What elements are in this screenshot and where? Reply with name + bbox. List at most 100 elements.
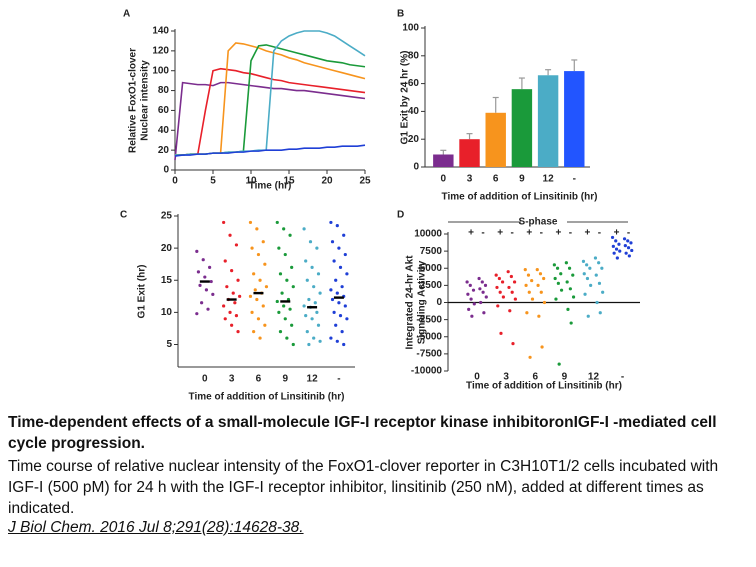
data-point xyxy=(231,291,235,295)
data-point xyxy=(542,276,546,281)
data-point xyxy=(337,246,341,250)
x-tick-label: 3 xyxy=(467,174,473,185)
data-point xyxy=(511,342,515,346)
y-tick-label: 120 xyxy=(152,45,169,56)
data-point xyxy=(552,263,556,267)
data-point xyxy=(569,321,573,325)
data-point xyxy=(222,304,226,308)
data-point xyxy=(524,283,528,287)
data-point xyxy=(196,270,201,274)
data-point xyxy=(312,285,316,289)
data-point xyxy=(195,249,199,253)
data-point xyxy=(501,295,505,299)
group-label: - xyxy=(540,228,543,239)
data-point xyxy=(230,323,234,327)
data-point xyxy=(248,294,253,298)
data-point xyxy=(256,252,261,257)
data-point xyxy=(277,246,281,250)
group-label: + xyxy=(497,228,503,239)
caption-citation[interactable]: J Biol Chem. 2016 Jul 8;291(28):14628-38… xyxy=(8,519,304,536)
data-point xyxy=(496,304,500,308)
data-point xyxy=(285,336,289,340)
data-point xyxy=(465,280,469,284)
y-axis-label: Signaling Activity xyxy=(417,260,428,344)
y-tick-label: 10 xyxy=(161,307,173,318)
data-point xyxy=(291,342,295,347)
y-tick-label: 10000 xyxy=(414,229,442,240)
data-point xyxy=(342,233,346,237)
data-point xyxy=(471,288,476,292)
bar xyxy=(459,139,480,167)
data-point xyxy=(469,297,473,301)
y-tick-label: 100 xyxy=(152,65,169,76)
data-point xyxy=(261,240,265,244)
y-tick-label: 0 xyxy=(163,165,169,176)
data-point xyxy=(261,304,265,308)
y-tick-label: 2500 xyxy=(420,280,443,291)
data-point xyxy=(204,288,209,292)
data-point xyxy=(470,314,474,318)
data-point xyxy=(308,240,313,244)
data-point xyxy=(343,304,347,308)
group-label: - xyxy=(627,228,630,239)
bar xyxy=(511,89,533,167)
group-label: - xyxy=(481,228,484,239)
group-label: + xyxy=(526,228,532,239)
data-point xyxy=(629,241,633,245)
y-tick-label: -7500 xyxy=(416,349,442,360)
data-point xyxy=(482,311,486,315)
data-point xyxy=(345,317,349,321)
line-series xyxy=(174,81,366,161)
data-point xyxy=(315,310,319,314)
data-point xyxy=(530,297,535,301)
data-point xyxy=(195,312,199,316)
data-point xyxy=(479,300,483,305)
data-point xyxy=(567,266,572,270)
data-point xyxy=(332,259,336,263)
data-point xyxy=(335,339,339,343)
group-label: - xyxy=(598,228,601,239)
data-point xyxy=(252,272,256,276)
data-point xyxy=(510,290,514,294)
bar xyxy=(537,75,559,167)
data-point xyxy=(304,259,308,263)
data-point xyxy=(342,342,346,347)
data-point xyxy=(278,330,283,334)
x-tick-label: 0 xyxy=(474,372,480,383)
data-point xyxy=(335,291,339,295)
data-point xyxy=(477,276,481,281)
data-point xyxy=(285,278,289,282)
data-point xyxy=(535,268,539,272)
panel-label: B xyxy=(397,9,404,20)
caption-title: Time-dependent effects of a small-molecu… xyxy=(8,414,717,452)
x-tick-label: 6 xyxy=(532,372,538,383)
data-point xyxy=(568,287,572,291)
data-point xyxy=(310,265,314,270)
data-point xyxy=(280,291,284,295)
y-tick-label: -2500 xyxy=(416,314,442,325)
data-point xyxy=(484,295,488,299)
group-label: + xyxy=(555,228,561,239)
data-point xyxy=(614,247,619,251)
data-point xyxy=(222,220,226,225)
group-label: + xyxy=(468,228,474,239)
data-point xyxy=(526,273,531,277)
x-tick-label: 15 xyxy=(283,176,295,187)
data-point xyxy=(597,261,601,265)
data-point xyxy=(500,280,505,284)
data-point xyxy=(538,272,543,276)
data-point xyxy=(282,227,286,231)
data-point xyxy=(313,301,317,305)
data-point xyxy=(536,283,540,287)
data-point xyxy=(623,244,627,248)
data-point xyxy=(255,297,259,302)
bar xyxy=(564,71,585,167)
data-point xyxy=(338,313,343,318)
data-point xyxy=(335,224,339,228)
data-point xyxy=(288,233,292,237)
data-point xyxy=(466,292,470,296)
y-tick-label: -5000 xyxy=(416,331,442,342)
y-tick-label: 15 xyxy=(161,275,173,286)
data-point xyxy=(283,317,287,321)
data-point xyxy=(263,262,267,266)
